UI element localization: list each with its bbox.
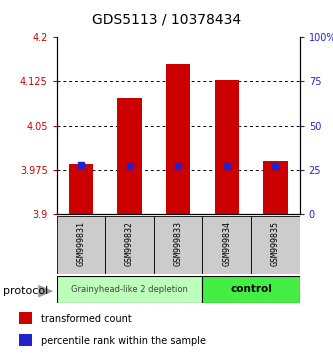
Bar xyxy=(57,276,202,303)
Bar xyxy=(69,164,93,214)
Bar xyxy=(118,98,142,214)
Text: GDS5113 / 10378434: GDS5113 / 10378434 xyxy=(92,12,241,27)
Bar xyxy=(19,312,32,324)
Text: GSM999834: GSM999834 xyxy=(222,222,231,267)
Text: control: control xyxy=(230,284,272,295)
Text: Grainyhead-like 2 depletion: Grainyhead-like 2 depletion xyxy=(71,285,188,294)
Bar xyxy=(57,216,105,274)
Text: GSM999833: GSM999833 xyxy=(173,222,183,267)
Bar xyxy=(19,333,32,346)
Bar xyxy=(154,216,202,274)
Text: GSM999831: GSM999831 xyxy=(76,222,86,267)
Bar xyxy=(263,161,287,214)
Bar xyxy=(202,216,251,274)
Bar xyxy=(251,216,300,274)
Bar xyxy=(215,80,239,214)
Polygon shape xyxy=(38,285,53,297)
Bar xyxy=(202,276,300,303)
Bar xyxy=(105,216,154,274)
Text: GSM999835: GSM999835 xyxy=(271,222,280,267)
Text: GSM999832: GSM999832 xyxy=(125,222,134,267)
Text: transformed count: transformed count xyxy=(41,314,132,324)
Text: percentile rank within the sample: percentile rank within the sample xyxy=(41,336,206,346)
Text: protocol: protocol xyxy=(3,286,49,296)
Bar xyxy=(166,64,190,214)
